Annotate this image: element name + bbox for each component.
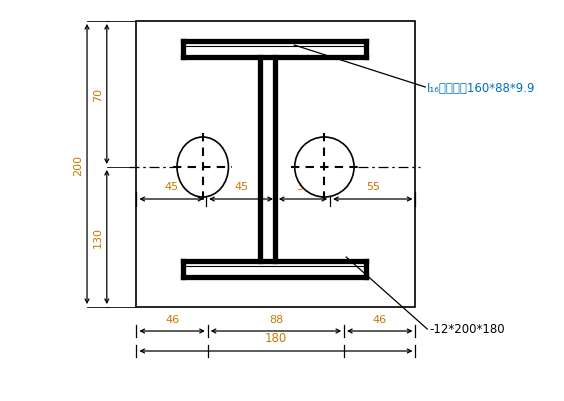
Bar: [184, 43, 365, 57]
Text: -12*200*180: -12*200*180: [429, 323, 505, 336]
Text: 88: 88: [269, 314, 283, 324]
Ellipse shape: [177, 138, 228, 198]
Text: 130: 130: [93, 227, 103, 248]
Bar: [136, 22, 415, 307]
Text: 180: 180: [265, 331, 287, 344]
Text: 55: 55: [366, 182, 380, 192]
Text: 46: 46: [165, 314, 179, 324]
Bar: [184, 262, 365, 276]
Text: 45: 45: [164, 182, 178, 192]
Text: 35: 35: [296, 182, 310, 192]
Text: 70: 70: [93, 88, 103, 102]
Bar: [261, 59, 274, 260]
Text: I₁₆工字钓为160*88*9.9: I₁₆工字钓为160*88*9.9: [428, 81, 536, 94]
Text: 200: 200: [73, 154, 83, 175]
Text: 45: 45: [234, 182, 248, 192]
Text: 46: 46: [373, 314, 387, 324]
Circle shape: [295, 138, 354, 198]
